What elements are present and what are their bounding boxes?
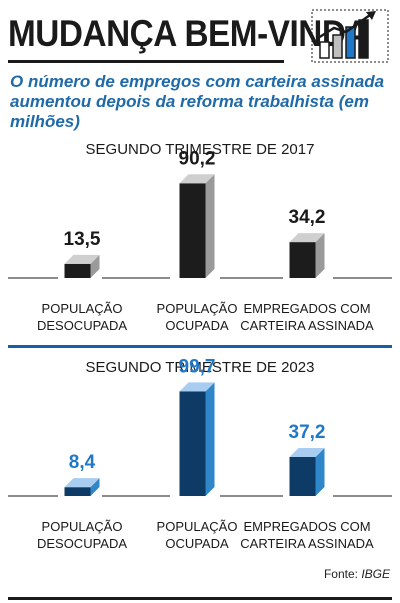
category-label: POPULAÇÃO [157, 519, 238, 534]
chart-title: SEGUNDO TRIMESTRE DE 2017 [86, 141, 315, 158]
bar-side-face [90, 478, 100, 496]
bar-front-face [179, 391, 206, 496]
bar-top-face [64, 254, 100, 264]
category-label: OCUPADA [165, 536, 229, 551]
category-label: CARTEIRA ASSINADA [240, 536, 374, 551]
chart-2017: SEGUNDO TRIMESTRE DE 2017 13,5 POPULAÇÃO DE… [8, 141, 392, 333]
bar [64, 478, 100, 496]
category-label: POPULAÇÃO [157, 301, 238, 316]
bar-top-face [64, 478, 100, 488]
bar-side-face [205, 382, 215, 496]
data-label: 37,2 [289, 422, 326, 443]
bar-top-face [179, 382, 215, 392]
category-label: CARTEIRA ASSINADA [240, 318, 374, 333]
source-prefix: Fonte: [323, 567, 362, 581]
bar-front-face [289, 456, 316, 496]
bar-top-face [289, 447, 325, 457]
category-label: OCUPADA [165, 318, 229, 333]
bar-front-face [64, 487, 91, 496]
bottom-rule [8, 597, 392, 600]
bar-side-face [205, 174, 215, 278]
source-note: Fonte: IBGE [324, 567, 390, 581]
category-label: EMPREGADOS COM [243, 301, 370, 316]
bar-front-face [179, 183, 206, 278]
chart-panel-2017: SEGUNDO TRIMESTRE DE 2017 13,5 POPULAÇÃO DE… [0, 136, 400, 344]
category-label: EMPREGADOS COM [243, 519, 370, 534]
bar [179, 174, 215, 278]
rising-bar-chart-icon [311, 9, 389, 63]
title-underline [8, 60, 284, 63]
section-divider [8, 345, 392, 348]
data-label: 99,7 [179, 356, 216, 377]
chart-panel-2023: SEGUNDO TRIMESTRE DE 2023 8,4 POPULAÇÃO DES… [0, 354, 400, 562]
bar-top-face [289, 233, 325, 243]
category-label: DESOCUPADA [37, 536, 127, 551]
data-label: 13,5 [64, 229, 101, 250]
bar-top-face [179, 174, 215, 184]
data-label: 8,4 [69, 452, 96, 473]
page-title: MUDANÇA BEM-VINDA [8, 13, 370, 54]
bar [179, 382, 215, 496]
data-label: 90,2 [179, 148, 216, 169]
category-label: POPULAÇÃO [42, 301, 123, 316]
chart-subtitle: O número de empregos com carteira assina… [10, 72, 385, 131]
data-label: 34,2 [289, 207, 326, 228]
bar [289, 233, 325, 278]
bar-side-face [315, 447, 325, 496]
bar [289, 447, 325, 496]
bar [64, 254, 100, 278]
bar-side-face [315, 233, 325, 278]
header: MUDANÇA BEM-VINDA [8, 8, 392, 70]
category-label: DESOCUPADA [37, 318, 127, 333]
bar-front-face [289, 242, 316, 278]
bar-side-face [90, 254, 100, 278]
bar-front-face [64, 263, 91, 278]
chart-title: SEGUNDO TRIMESTRE DE 2023 [86, 359, 315, 376]
category-label: POPULAÇÃO [42, 519, 123, 534]
source-name: IBGE [361, 567, 390, 581]
chart-2023: SEGUNDO TRIMESTRE DE 2023 8,4 POPULAÇÃO DES… [8, 356, 392, 551]
